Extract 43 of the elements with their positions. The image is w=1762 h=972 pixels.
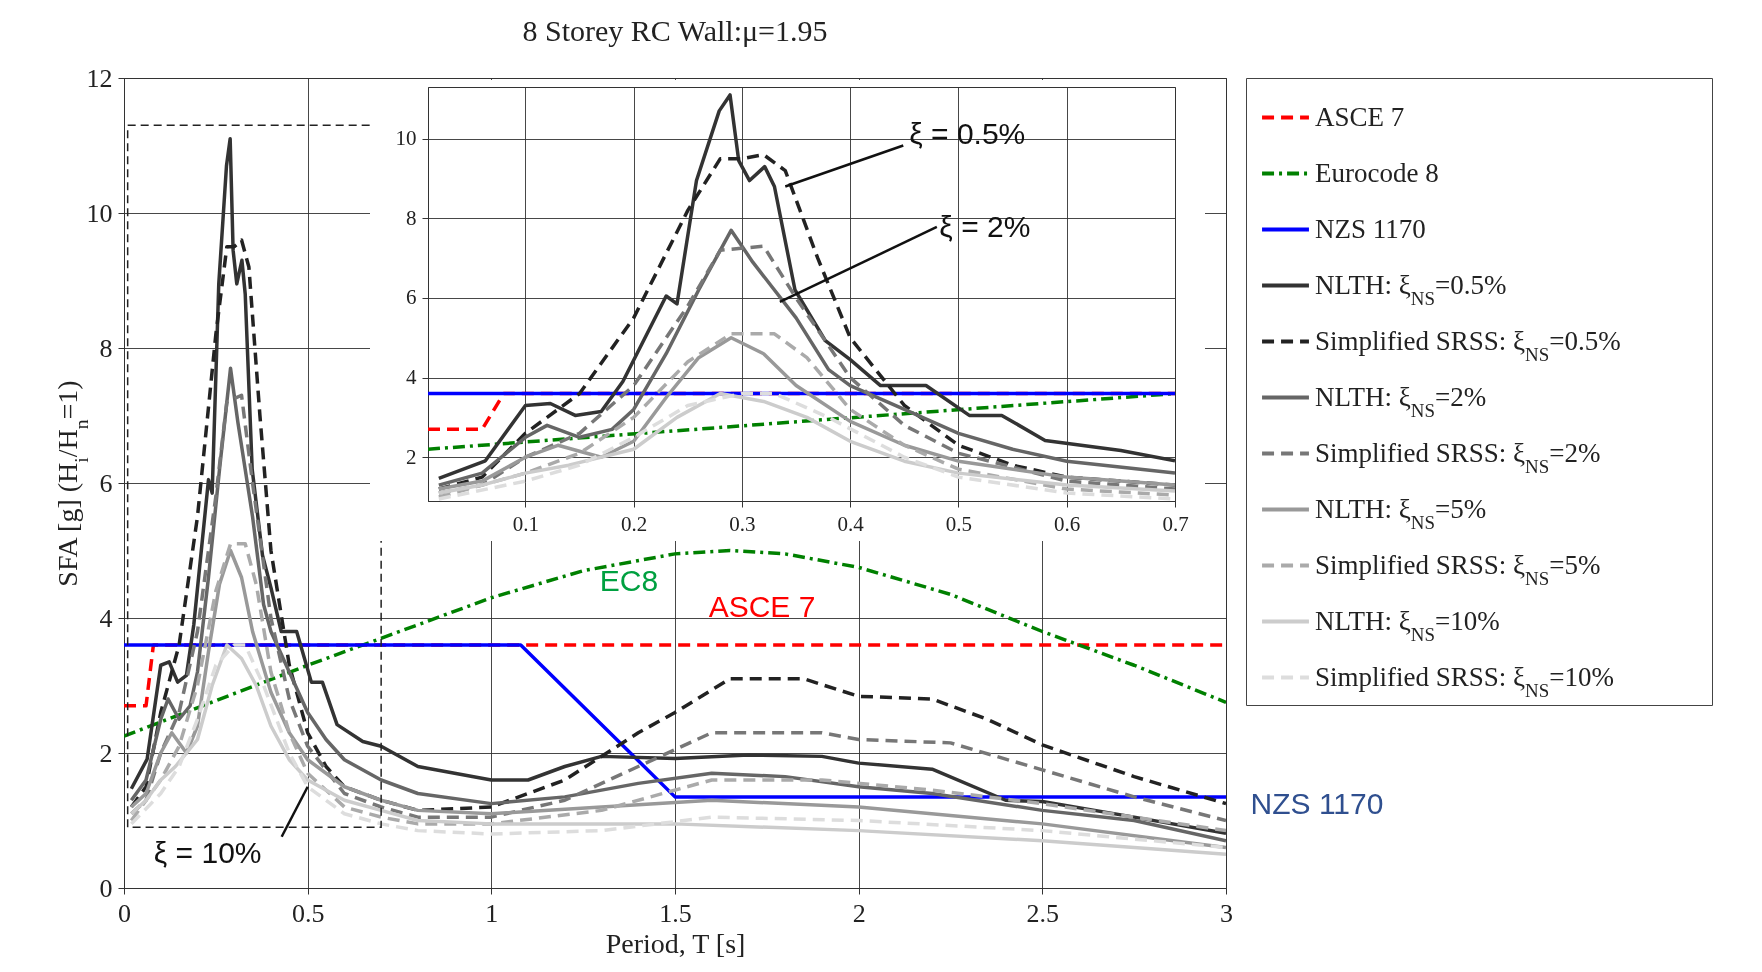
- legend-label: Simplified SRSS: ξ$_{NS}$=0.5%: [1315, 325, 1621, 364]
- annotation: EC8: [599, 564, 659, 597]
- x-tick-label: 0.1: [512, 511, 540, 536]
- y-tick-label: 2: [406, 444, 417, 469]
- y-tick-label: 4: [99, 603, 113, 633]
- annotation: ASCE 7: [708, 590, 816, 623]
- y-tick-label: 8: [99, 333, 113, 363]
- y-tick-label: 4: [406, 365, 417, 390]
- x-tick-label: 0.3: [729, 511, 756, 536]
- x-tick-label: 0.7: [1162, 511, 1189, 536]
- x-tick-label: 0.4: [837, 511, 865, 536]
- legend-label: Simplified SRSS: ξ$_{NS}$=2%: [1315, 437, 1601, 476]
- y-tick-label: 12: [86, 63, 113, 93]
- legend-label: NLTH: ξ$_{NS}$=2%: [1315, 381, 1487, 420]
- legend-label: NLTH: ξ$_{NS}$=5%: [1315, 493, 1487, 532]
- y-tick-label: 2: [99, 738, 113, 768]
- y-tick-label: 10: [86, 198, 113, 228]
- legend-label: NLTH: ξ$_{NS}$=10%: [1315, 605, 1500, 644]
- x-tick-label: 1.5: [659, 898, 692, 928]
- legend-label: Eurocode 8: [1315, 157, 1439, 188]
- y-tick-label: 8: [406, 205, 417, 230]
- x-tick-label: 1: [485, 898, 499, 928]
- x-tick-label: 0.2: [621, 511, 648, 536]
- x-tick-label: 2.5: [1026, 898, 1060, 928]
- legend-label: NLTH: ξ$_{NS}$=0.5%: [1315, 269, 1507, 308]
- y-tick-label: 6: [406, 285, 417, 310]
- x-tick-label: 0.6: [1054, 511, 1081, 536]
- legend-label: Simplified SRSS: ξ$_{NS}$=5%: [1315, 549, 1601, 588]
- x-tick-label: 3: [1220, 898, 1233, 928]
- annotation: ξ = 10%: [153, 835, 262, 869]
- legend-label: ASCE 7: [1315, 101, 1405, 132]
- x-axis-title: Period, T [s]: [605, 927, 746, 959]
- x-tick-label: 0.5: [945, 511, 973, 536]
- y-tick-label: 0: [99, 873, 113, 903]
- y-tick-label: 6: [99, 468, 113, 498]
- annotation: ξ = 2%: [939, 209, 1031, 243]
- y-tick-label: 10: [395, 126, 417, 151]
- legend-label: NZS 1170: [1315, 213, 1426, 244]
- text: NZS 1170: [1250, 787, 1384, 820]
- legend-label: Simplified SRSS: ξ$_{NS}$=10%: [1315, 661, 1614, 700]
- x-tick-label: 2: [852, 898, 866, 928]
- x-tick-label: 0.5: [291, 898, 325, 928]
- chart-title: 8 Storey RC Wall:μ=1.95: [522, 14, 828, 47]
